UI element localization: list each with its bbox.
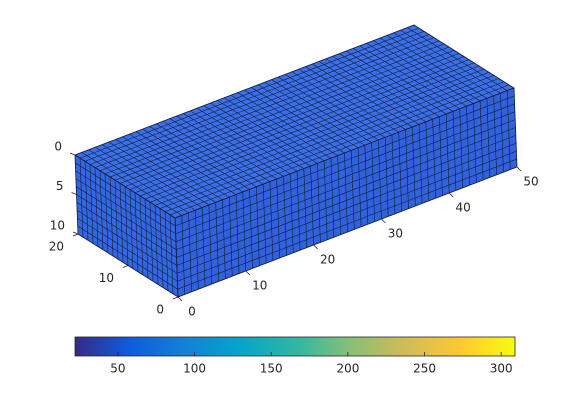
- voxel-box: [74, 24, 518, 298]
- y-tick-label: 0: [156, 303, 164, 317]
- cell-edge: [177, 143, 517, 274]
- x-tick: [313, 244, 318, 250]
- cell-edge: [176, 127, 516, 258]
- x-tick: [381, 218, 386, 224]
- x-tick-label: 10: [252, 279, 267, 293]
- colorbar-tick-label: 150: [260, 362, 283, 376]
- colorbar: 50 100 150 200 250 300: [74, 336, 516, 376]
- y-tick: [72, 233, 79, 237]
- cell-edge: [77, 217, 178, 282]
- cell-edge: [76, 210, 178, 274]
- colorbar-scale: [74, 336, 516, 357]
- cell-edge: [104, 43, 445, 175]
- cell-edge: [75, 170, 176, 235]
- cell-edge: [129, 59, 470, 190]
- x-tick-label: 20: [320, 253, 335, 267]
- colorbar-tick-label: 100: [183, 362, 206, 376]
- y-tick: [122, 265, 129, 268]
- cell-edge: [124, 56, 465, 187]
- cell-edge: [164, 81, 505, 212]
- cell-edge: [84, 31, 425, 162]
- colorbar-tick-label: 250: [413, 362, 436, 376]
- cell-edge: [119, 53, 460, 184]
- cell-edge: [149, 71, 490, 203]
- colorbar-tick-label: 50: [110, 362, 125, 376]
- x-tick: [245, 270, 251, 276]
- cell-edge: [109, 46, 450, 178]
- cell-edge: [176, 135, 516, 266]
- cell-edge: [144, 68, 485, 200]
- cell-edge: [76, 186, 177, 250]
- cell-edge: [99, 40, 440, 172]
- cell-edge: [77, 225, 178, 290]
- cell-edge: [176, 119, 516, 250]
- cell-edge: [94, 37, 435, 168]
- x-tick-label: 40: [456, 201, 471, 215]
- z-tick-label: 10: [50, 219, 65, 233]
- cell-edge: [154, 75, 495, 206]
- z-tick: [71, 192, 77, 195]
- colorbar-tick-label: 300: [490, 362, 513, 376]
- cell-edge: [76, 194, 177, 258]
- cell-edge: [175, 103, 515, 235]
- cell-edge: [169, 84, 510, 216]
- cell-edge: [177, 150, 517, 282]
- cell-edge: [75, 178, 177, 242]
- cell-edge: [79, 27, 420, 159]
- y-tick-label: 10: [99, 271, 114, 285]
- z-tick-label: 5: [56, 179, 64, 193]
- cell-edge: [175, 111, 515, 242]
- x-tick-label: 0: [188, 305, 196, 319]
- cell-edge: [175, 95, 515, 227]
- y-tick-label: 20: [49, 240, 64, 254]
- cell-edge: [76, 202, 177, 266]
- cell-edge: [75, 162, 176, 227]
- y-tick: [172, 296, 179, 300]
- x-tick: [516, 166, 522, 172]
- axes: 0 10 20 30 40 50 0 10 20 0 5 10: [49, 140, 539, 319]
- cell-edge: [134, 62, 475, 194]
- cell-edge: [139, 65, 480, 197]
- z-tick-label: 0: [54, 140, 62, 154]
- x-tick-label: 30: [388, 227, 403, 241]
- x-tick-label: 50: [523, 175, 538, 189]
- x-tick: [177, 296, 183, 302]
- z-tick: [72, 231, 79, 235]
- colorbar-tick-label: 200: [336, 362, 359, 376]
- cell-edge: [177, 158, 517, 290]
- cell-edge: [114, 49, 455, 181]
- cell-edge: [159, 78, 500, 209]
- cell-edge: [89, 34, 430, 165]
- x-tick: [448, 192, 454, 198]
- z-tick: [69, 152, 76, 156]
